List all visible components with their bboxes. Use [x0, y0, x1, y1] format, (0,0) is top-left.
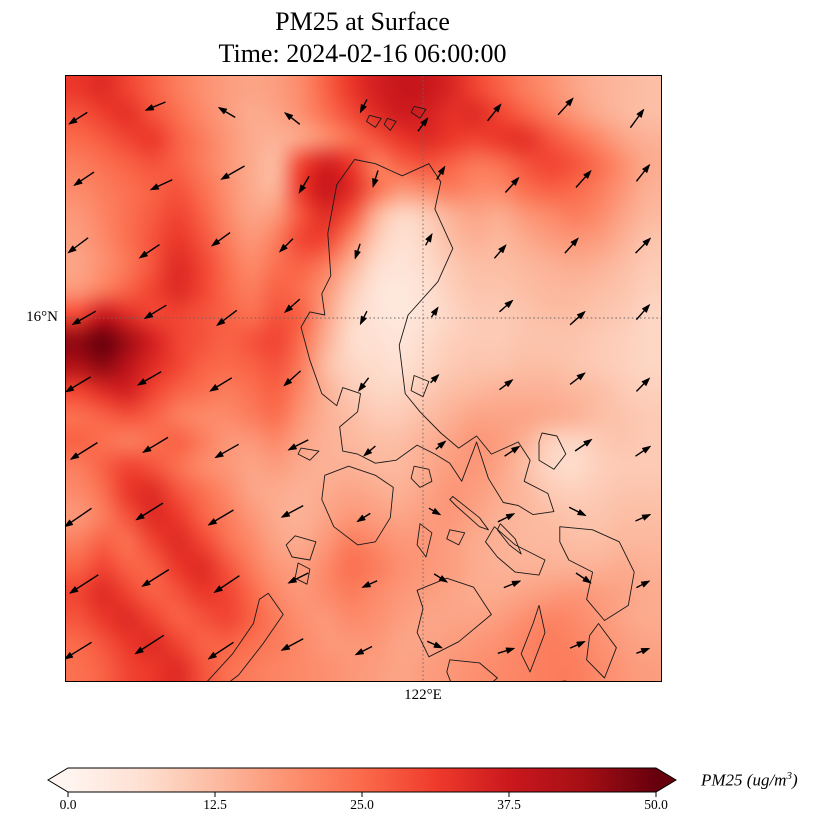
map-plot — [65, 75, 662, 682]
figure-title: PM25 at Surface — [275, 7, 450, 36]
map-overlay-svg — [66, 76, 661, 681]
lat-tick-label: 16°N — [26, 309, 58, 325]
coastline-babuyan-1 — [366, 114, 382, 128]
coastline-calayan — [383, 117, 397, 131]
colorbar-tick-label: 50.0 — [644, 797, 668, 812]
coastline-sibuyan — [446, 529, 466, 546]
figure-subtitle: Time: 2024-02-16 06:00:00 — [218, 39, 507, 68]
colorbar-tick-label: 25.0 — [350, 797, 374, 812]
coastline-leyte — [586, 623, 617, 679]
colorbar-tick-label: 0.0 — [59, 797, 77, 812]
coastline-masbate — [485, 526, 546, 576]
colorbar-bar — [47, 767, 677, 793]
coastline-ticao — [496, 523, 522, 555]
gridline-layer — [66, 76, 661, 681]
colorbar-label: PM25 (ug/m3) — [701, 770, 798, 791]
colorbar-label-suffix: ) — [791, 770, 798, 790]
colorbar-label-sup: 3 — [786, 770, 792, 782]
coastline-busuanga — [285, 535, 317, 561]
coastline-marinduque — [410, 465, 433, 488]
coastline-layer — [207, 105, 635, 681]
coastline-samar — [559, 526, 635, 621]
coastline-lubang — [297, 447, 320, 461]
coastline-negros — [446, 659, 498, 681]
coastline-catanduanes — [538, 432, 567, 470]
colorbar-tick-label: 37.5 — [497, 797, 521, 812]
colorbar-label-prefix: PM25 (ug/m — [701, 770, 787, 790]
colorbar-svg — [47, 767, 677, 797]
colorbar-tick-label: 12.5 — [203, 797, 227, 812]
coastline-burias — [449, 496, 489, 531]
coastline-tablas — [416, 523, 433, 558]
coastline-panay — [416, 577, 492, 658]
heatmap-canvas — [66, 76, 661, 681]
lon-tick-label: 122°E — [404, 687, 442, 703]
coastline-palawan — [207, 592, 284, 681]
coastline-mindoro — [321, 465, 394, 546]
coastline-luzon — [300, 159, 555, 516]
coastline-polillo — [410, 375, 430, 398]
coastline-cebu — [520, 604, 546, 673]
coastline-culion — [294, 562, 311, 585]
colorbar: PM25 (ug/m3) 0.0 12.5 25.0 37.5 50.0 — [0, 755, 838, 839]
wind-arrow-layer — [66, 97, 652, 660]
coastline-babuyan-2 — [410, 105, 427, 119]
